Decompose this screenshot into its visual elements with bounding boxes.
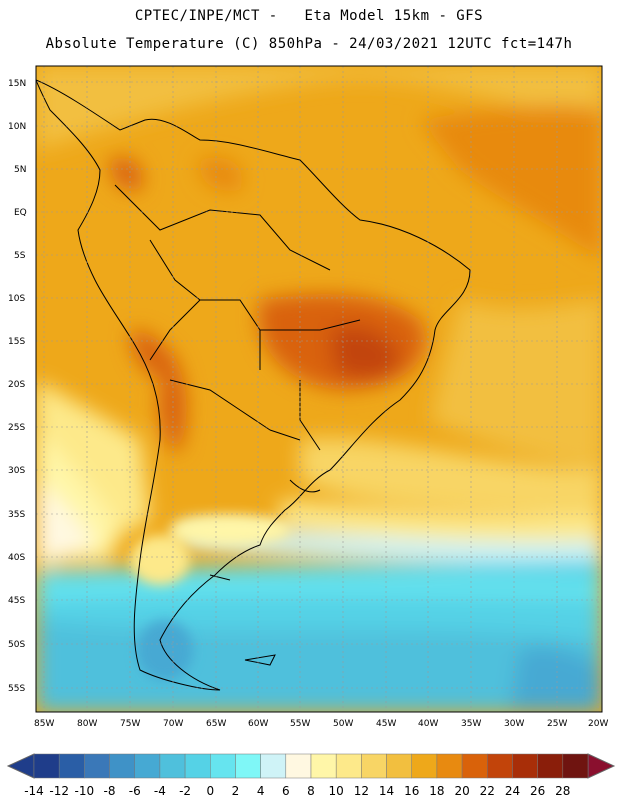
- lon-label: 25W: [547, 719, 567, 729]
- lat-label: 15N: [8, 79, 26, 89]
- colorbar-swatch: [386, 753, 412, 779]
- lat-label: 35S: [8, 510, 25, 520]
- colorbar-label: 12: [354, 784, 369, 798]
- colorbar-label: -12: [49, 784, 69, 798]
- colorbar-label: 24: [505, 784, 520, 798]
- lon-label: 75W: [120, 719, 140, 729]
- lon-label: 85W: [34, 719, 54, 729]
- lon-label: 60W: [248, 719, 268, 729]
- lon-label: 45W: [376, 719, 396, 729]
- colorbar-swatch: [361, 753, 387, 779]
- colorbar-label: 0: [206, 784, 214, 798]
- colorbar-swatch: [411, 753, 438, 779]
- colorbar-swatch: [58, 753, 85, 779]
- colorbar-label: -10: [75, 784, 95, 798]
- colorbar-swatch: [310, 753, 337, 779]
- lon-label: 55W: [290, 719, 310, 729]
- lat-label: 50S: [8, 640, 25, 650]
- colorbar-swatch: [562, 753, 589, 779]
- colorbar-label: -6: [129, 784, 141, 798]
- colorbar: -14 -12 -10 -8 -6 -4 -2 0 2 4 6 8 10 12 14 16 18 20 22 24 26…: [6, 753, 616, 798]
- lon-label: 35W: [461, 719, 481, 729]
- lat-label: 55S: [8, 684, 25, 694]
- colorbar-high-arrow: [587, 753, 616, 779]
- colorbar-label: 4: [257, 784, 265, 798]
- temperature-field: [36, 66, 602, 712]
- colorbar-label: 26: [530, 784, 545, 798]
- colorbar-label: 2: [232, 784, 240, 798]
- colorbar-label: 20: [454, 784, 469, 798]
- colorbar-swatch: [260, 753, 287, 779]
- colorbar-label: -14: [24, 784, 44, 798]
- lon-label: 40W: [418, 719, 438, 729]
- colorbar-swatch: [210, 753, 236, 779]
- colorbar-swatch: [436, 753, 463, 779]
- colorbar-label: -4: [154, 784, 166, 798]
- lat-label: 45S: [8, 596, 25, 606]
- lon-label: 70W: [163, 719, 183, 729]
- colorbar-label: -2: [179, 784, 191, 798]
- colorbar-swatch: [285, 753, 312, 779]
- colorbar-swatch: [109, 753, 135, 779]
- colorbar-swatch: [335, 753, 362, 779]
- lat-label: 5N: [14, 165, 26, 175]
- longitude-axis: 85W 80W 75W 70W 65W 60W 55W 50W 45W 40W …: [34, 719, 608, 729]
- lon-label: 20W: [588, 719, 608, 729]
- title-line-1: CPTEC/INPE/MCT - Eta Model 15km - GFS: [134, 8, 484, 24]
- lon-label: 65W: [206, 719, 226, 729]
- colorbar-label: 18: [429, 784, 444, 798]
- latitude-axis: 15N 10N 5N EQ 5S 10S 15S 20S 25S 30S 35S…: [8, 79, 27, 694]
- colorbar-swatch: [134, 753, 161, 779]
- lat-label: 5S: [14, 251, 26, 261]
- lat-label: 10S: [8, 294, 25, 304]
- coastline-outline: [36, 79, 471, 691]
- colorbar-swatch: [235, 753, 261, 779]
- colorbar-swatch: [487, 753, 513, 779]
- colorbar-swatch: [461, 753, 488, 779]
- plot-frame: [35, 65, 603, 713]
- colorbar-swatch: [512, 753, 538, 779]
- lon-label: 30W: [504, 719, 524, 729]
- colorbar-label: -8: [104, 784, 116, 798]
- lon-label: 80W: [77, 719, 97, 729]
- colorbar-label: 8: [307, 784, 315, 798]
- lat-label: 40S: [8, 553, 25, 563]
- colorbar-swatch: [84, 753, 110, 779]
- colorbar-swatch: [184, 753, 211, 779]
- title-line-2: Absolute Temperature (C) 850hPa - 24/03/…: [45, 36, 573, 52]
- colorbar-label: 14: [379, 784, 394, 798]
- colorbar-label: 22: [480, 784, 495, 798]
- colorbar-label: 10: [329, 784, 344, 798]
- graticule: [36, 66, 602, 712]
- colorbar-low-arrow: [6, 753, 35, 779]
- colorbar-label: 16: [404, 784, 419, 798]
- colorbar-swatch: [159, 753, 186, 779]
- lat-label: 15S: [8, 337, 25, 347]
- lat-label: 10N: [8, 122, 26, 132]
- lat-label: EQ: [14, 208, 27, 218]
- lat-label: 20S: [8, 380, 25, 390]
- lat-label: 25S: [8, 423, 25, 433]
- colorbar-label: 28: [555, 784, 570, 798]
- lon-label: 50W: [333, 719, 353, 729]
- colorbar-label: 6: [282, 784, 290, 798]
- lat-label: 30S: [8, 466, 25, 476]
- colorbar-swatch: [537, 753, 564, 779]
- colorbar-swatch: [33, 753, 60, 779]
